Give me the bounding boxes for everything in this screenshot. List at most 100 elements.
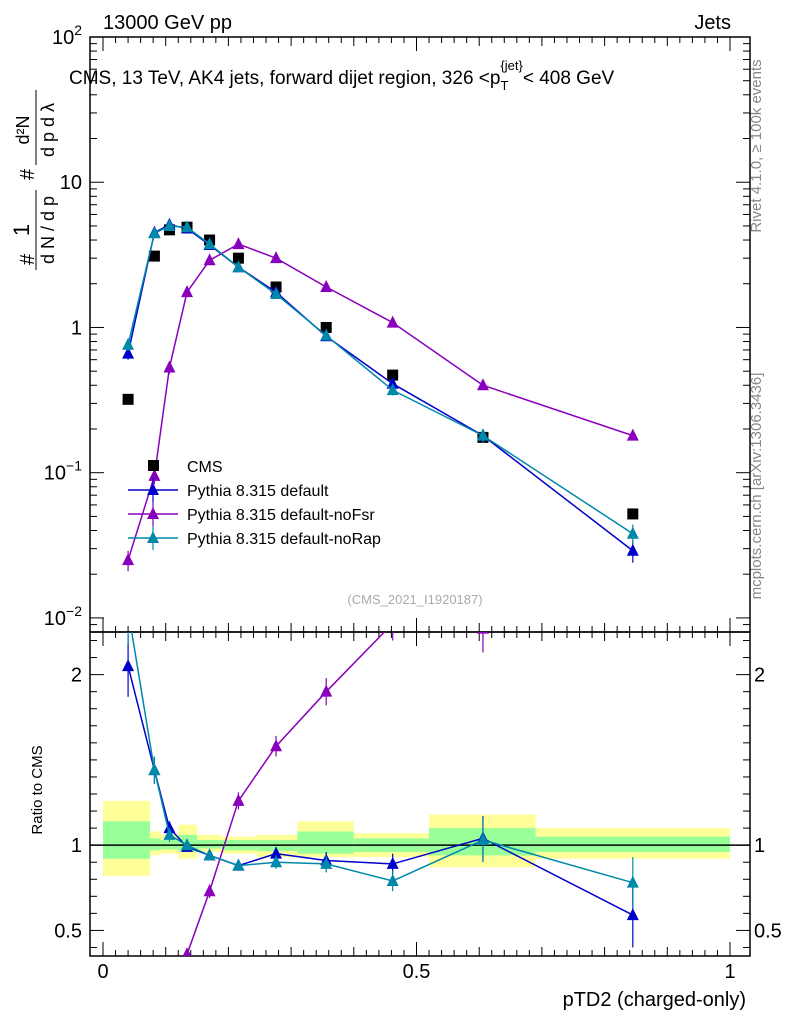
data-point-noFsr: [626, 428, 639, 441]
ratio-point-default: [270, 846, 283, 859]
title-end: < 408 GeV: [523, 68, 615, 89]
y-tick-label: 102: [52, 22, 82, 49]
data-point-noRap: [163, 218, 176, 231]
title-sup: {jet}: [500, 58, 523, 73]
ratio-y-tick-label-left: 1: [71, 835, 82, 857]
uncertainty-band-green: [150, 838, 161, 851]
legend-marker-cms: [148, 460, 159, 471]
y-tick-label: 1: [71, 317, 82, 339]
data-point-noRap: [181, 220, 194, 233]
ratio-point-noRap: [386, 873, 399, 886]
data-point-noFsr: [270, 251, 283, 264]
ratio-point-noRap: [232, 858, 245, 871]
data-point-noFsr: [203, 253, 216, 266]
data-point-noRap: [476, 428, 489, 441]
data-point-noRap: [203, 237, 216, 250]
data-point-noFsr: [122, 553, 135, 566]
data-point-noRap: [386, 383, 399, 396]
y-axis-label-main: # d N / d p 1 # d p d λ d²N: [9, 90, 58, 270]
main-title: CMS, 13 TeV, AK4 jets, forward dijet reg…: [69, 58, 615, 93]
ratio-point-noRap: [148, 763, 161, 776]
legend-label: Pythia 8.315 default-noRap: [187, 531, 381, 548]
ratio-y-tick-label-right: 0.5: [754, 920, 782, 942]
data-point-noRap: [122, 337, 135, 350]
main-plot: 10−2 10−1 1 10 102 CMS Pythia 8.315 default Pyt…: [44, 22, 751, 633]
uncertainty-band-green: [103, 821, 151, 859]
data-point-default: [386, 376, 399, 389]
legend: CMS Pythia 8.315 default Pythia 8.315 defa…: [128, 459, 381, 550]
y-tick-label: 10−1: [44, 458, 82, 485]
ratio-point-noFsr: [270, 739, 283, 752]
main-series-group: [122, 217, 639, 572]
data-point-noFsr: [386, 315, 399, 328]
legend-marker-noRap: [147, 531, 159, 543]
header-right: Jets: [694, 12, 731, 34]
ratio-point-noFsr: [203, 884, 216, 897]
data-point-noRap: [148, 226, 161, 239]
y-axis-label-denominator: d N / d p: [38, 196, 58, 264]
y-axis-label-numerator: 1: [9, 224, 34, 236]
data-point-noFsr: [181, 285, 194, 298]
ratio-point-default: [626, 908, 639, 921]
ratio-y-label: Ratio to CMS: [29, 745, 46, 834]
ratio-point-noRap: [163, 827, 176, 840]
cms-data-point: [320, 321, 332, 333]
y-axis-label-hash: #: [17, 253, 39, 265]
x-axis-label: pTD2 (charged-only): [563, 989, 746, 1011]
ratio-point-noFsr: [182, 947, 192, 956]
x-tick-label: 1: [724, 961, 735, 983]
y-tick-label: 10−2: [44, 603, 82, 630]
title-sub: T: [500, 78, 508, 93]
legend-label: Pythia 8.315 default: [187, 483, 329, 500]
ratio-point-noFsr: [232, 793, 245, 806]
title-main: CMS, 13 TeV, AK4 jets, forward dijet reg…: [69, 68, 500, 89]
cms-data-point: [387, 369, 399, 381]
data-point-noFsr: [320, 279, 333, 292]
y-axis-label-d2n: d²N: [13, 115, 33, 144]
legend-marker-default: [147, 483, 159, 495]
ratio-point-noRap: [181, 838, 194, 851]
y-axis-label-dpt: d p d λ: [38, 103, 58, 157]
cms-data-point: [627, 508, 639, 520]
data-point-noRap: [232, 260, 245, 273]
ratio-point-default: [163, 821, 176, 834]
cms-data-point: [122, 393, 134, 405]
ratio-plot: 0.5 0.5 1 1 2 2 0 0.5 1: [54, 631, 782, 983]
ratio-point-noRap: [476, 833, 489, 846]
ratio-y-tick-label-left: 2: [71, 665, 82, 687]
y-axis-label-hash-2: #: [17, 168, 39, 180]
header-left: 13000 GeV pp: [103, 12, 232, 34]
cms-data-point: [148, 250, 160, 262]
ratio-point-noRap: [320, 856, 333, 869]
ratio-point-noRap: [203, 848, 216, 861]
data-point-default: [626, 543, 639, 556]
ratio-point-noFsr: [320, 684, 333, 697]
data-point-noFsr: [163, 360, 176, 373]
ratio-point-default: [122, 659, 135, 672]
uncertainty-band-green: [197, 840, 223, 849]
data-point-noRap: [320, 328, 333, 341]
ratio-point-noFsr: [476, 632, 489, 634]
analysis-watermark: (CMS_2021_I1920187): [347, 592, 482, 607]
ratio-y-tick-label-left: 0.5: [54, 920, 82, 942]
legend-label: CMS: [187, 459, 223, 476]
data-point-noFsr: [148, 468, 161, 481]
data-point-noRap: [626, 526, 639, 539]
legend-label: Pythia 8.315 default-noFsr: [187, 507, 375, 524]
legend-marker-noFsr: [147, 507, 159, 519]
ratio-point-default: [386, 856, 399, 869]
ratio-point-noRap: [270, 855, 283, 868]
data-point-noFsr: [476, 378, 489, 391]
data-point-default: [122, 346, 135, 359]
rivet-version-label: Rivet 4.1.0, ≥ 100k events: [748, 59, 765, 232]
cms-data-point: [232, 252, 244, 264]
x-tick-label: 0: [97, 961, 108, 983]
ratio-point-noRap: [626, 875, 639, 888]
mcplots-label: mcplots.cern.ch [arXiv:1306.3436]: [748, 373, 765, 600]
data-point-noFsr: [232, 237, 245, 250]
x-tick-label: 0.5: [403, 961, 431, 983]
ratio-series-group: [122, 632, 639, 956]
ratio-y-tick-label-right: 1: [754, 835, 765, 857]
uncertainty-band-green: [297, 831, 354, 854]
